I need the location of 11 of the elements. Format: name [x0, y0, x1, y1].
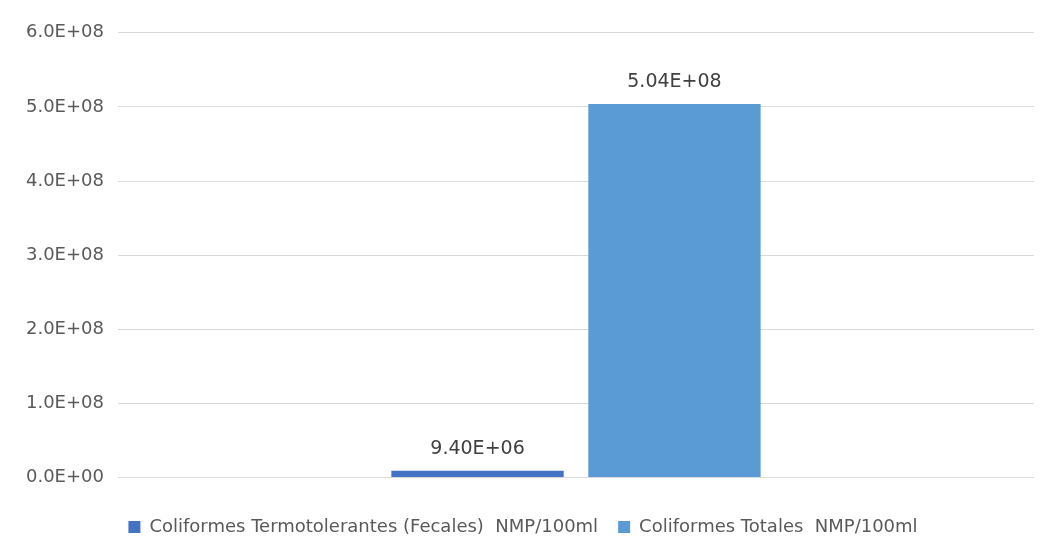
- y-tick-label: 0.0E+00: [25, 465, 104, 487]
- data-label: 9.40E+06: [430, 436, 525, 459]
- legend-label: Coliformes Termotolerantes (Fecales) NMP/100ml: [149, 514, 599, 536]
- y-tick-label: 5.0E+08: [25, 94, 104, 116]
- y-tick-label: 2.0E+08: [25, 317, 104, 339]
- y-tick-label: 1.0E+08: [25, 391, 104, 413]
- y-tick-label: 3.0E+08: [25, 242, 104, 264]
- y-tick-label: 4.0E+08: [25, 168, 104, 190]
- y-tick-label: 6.0E+08: [25, 20, 104, 42]
- legend-label: Coliformes Totales NMP/100ml: [639, 514, 918, 536]
- data-label: 5.04E+08: [627, 69, 722, 92]
